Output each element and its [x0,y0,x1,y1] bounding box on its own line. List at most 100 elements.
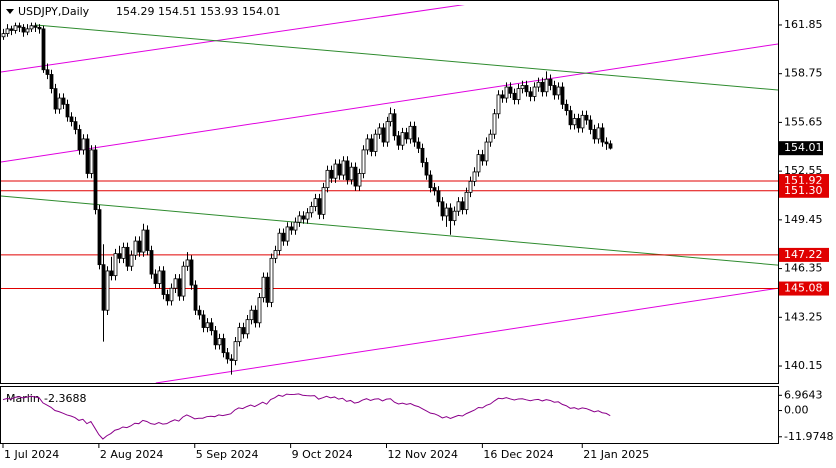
candle-body [173,278,178,289]
candle-body [492,113,497,135]
candle-body [249,309,254,321]
candle-body [41,28,46,71]
close-value: 154.01 [242,5,281,18]
candle-body [508,86,513,94]
candle-body [325,169,330,189]
candle-body [524,85,529,93]
candle-body [105,270,110,311]
candle-body [169,287,174,302]
candle-body [97,209,102,266]
candle-body [488,133,493,143]
current-price-box [779,141,823,156]
y-tick-label: 143.25 [784,310,823,323]
candle-body [540,81,545,93]
candle-body [408,125,413,140]
x-tick-label: 1 Jul 2024 [4,448,59,461]
y-tick-label: 152.55 [784,164,823,177]
candle-body [520,85,525,90]
y-tick-label: 149.45 [784,213,823,226]
candle-body [424,162,429,176]
candle-body [504,86,509,99]
candle-body [273,250,278,259]
candle-body [460,201,465,211]
candle-body [37,26,42,30]
candle-body [385,121,390,143]
candle-body [369,138,374,152]
candle-body [49,74,54,90]
indicator-name: Marlin [6,392,40,405]
y-tick-label: 140.15 [784,359,823,372]
x-tick-label: 16 Dec 2024 [483,448,553,461]
candle-body [185,259,190,267]
x-tick-label: 21 Jan 2025 [583,448,649,461]
candle-body [496,94,501,115]
candle-body [412,125,417,143]
candle-body [225,352,230,360]
y-tick-label: 6.9643 [784,388,823,401]
candle-body [373,133,378,152]
candle-body [13,25,18,31]
candle-body [149,250,154,275]
candle-body [396,135,401,146]
candle-body [556,86,561,96]
candle-body [121,246,126,259]
candle-body [141,229,146,253]
candle-body [53,88,58,110]
candle-body [5,28,10,35]
menu-triangle [6,9,14,14]
candle-body [125,246,130,267]
candle-body [452,210,457,222]
candle-body [29,25,34,30]
candle-body [213,330,218,346]
candle-body [392,113,397,137]
candle-body [193,284,198,311]
candle-body [456,201,461,212]
header: USDJPY,Daily 154.29 154.51 153.93 154.01 [6,5,281,18]
candle-body [448,207,453,222]
y-tick-label: 161.85 [784,18,823,31]
candle-body [113,253,118,277]
candle-body [604,141,609,145]
candle-body [161,270,166,295]
level-label-box [779,183,829,198]
candle-body [432,187,437,192]
candle-body [241,327,246,335]
main-pane [0,0,779,384]
candle-body [133,240,138,256]
candle-body [420,147,425,163]
candle-body [528,91,533,97]
candle-body [25,28,30,33]
candle-body [201,314,206,328]
candle-body [257,297,262,324]
x-tick-label: 5 Sep 2024 [196,448,259,461]
candle-body [381,127,386,143]
candle-body [608,143,613,149]
level-label-box [779,247,829,262]
x-tick-label: 2 Aug 2024 [100,448,163,461]
candle-body [357,173,362,187]
candle-body [500,94,505,99]
x-tick-label: 9 Oct 2024 [292,448,353,461]
candle-body [205,322,210,328]
candle-body [564,103,569,112]
candle-body [560,86,565,105]
candle-body [285,226,290,242]
candle-body [592,129,597,140]
candle-body [233,341,238,361]
candle-body [221,338,226,354]
level-label-box [779,281,829,296]
candle-body [416,141,421,149]
candle-body [93,149,98,211]
candle-body [317,198,322,215]
level-label: 147.22 [784,248,823,261]
candle-body [293,221,298,231]
candle-body [440,201,445,217]
open-value: 154.29 [116,5,155,18]
candle-body [73,121,78,130]
candle-body [181,265,186,297]
candle-body [512,92,517,101]
candle-body [269,257,274,303]
candle-body [468,180,473,193]
candle-body [129,254,134,267]
candle-body [65,103,70,118]
